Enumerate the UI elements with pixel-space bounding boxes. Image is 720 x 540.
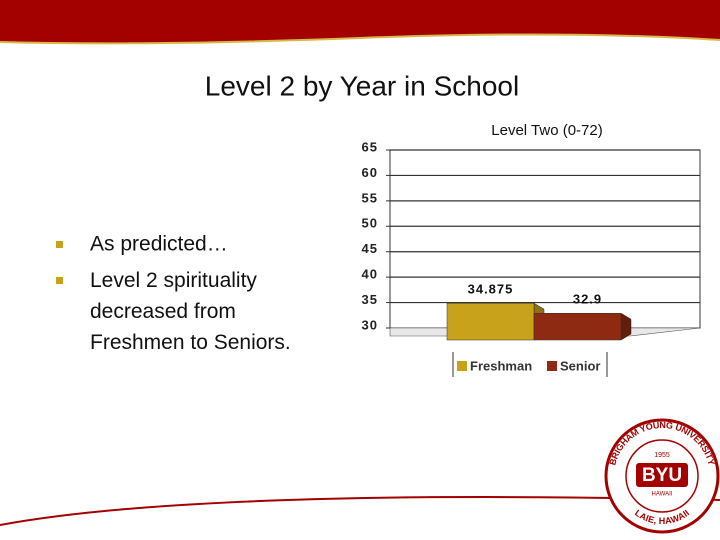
seal-name: BYU [642, 465, 682, 486]
y-tick-label: 30 [362, 317, 378, 332]
y-tick-label: 35 [362, 292, 378, 307]
y-tick-label: 50 [362, 216, 378, 231]
bar [533, 313, 622, 341]
legend-label: Senior [560, 358, 600, 373]
slide-title: Level 2 by Year in School [205, 70, 519, 101]
bar [446, 302, 535, 341]
legend-swatch [457, 361, 467, 371]
y-tick-label: 60 [362, 165, 378, 180]
legend-swatch [547, 361, 557, 371]
y-tick-label: 65 [362, 139, 378, 154]
bullet-line: Freshmen to Seniors. [90, 331, 291, 354]
bullet-icon [56, 241, 63, 248]
logo: BRIGHAM YOUNG UNIVERSITY LAIE, HAWAII 19… [604, 418, 720, 534]
bullet-line: Level 2 spirituality [90, 269, 257, 292]
chart-title: Level Two (0-72) [491, 122, 602, 139]
y-tick-label: 55 [362, 190, 378, 205]
seal-sub: HAWAII [652, 492, 673, 498]
bullet-text: Level 2 spirituality decreased from Freshm… [90, 269, 291, 354]
header-rule [0, 33, 720, 45]
y-tick-label: 45 [362, 241, 378, 256]
header-band [0, 0, 720, 44]
bullet-text: As predicted… [90, 233, 228, 256]
back-wall [389, 149, 701, 329]
footer-rule [0, 496, 720, 526]
bullet-line: decreased from [90, 300, 236, 323]
chart: 30 35 40 45 50 55 60 65 34.875 32.9 Freshman Senior [362, 139, 701, 377]
value-label: 32.9 [573, 292, 602, 307]
legend-label: Freshman [470, 358, 532, 373]
bullet-icon [56, 277, 63, 284]
y-tick-label: 40 [362, 267, 378, 282]
value-label: 34.875 [468, 282, 514, 297]
seal-badge [636, 463, 688, 487]
seal-inner [625, 439, 699, 513]
seal-year: 1955 [654, 452, 670, 459]
